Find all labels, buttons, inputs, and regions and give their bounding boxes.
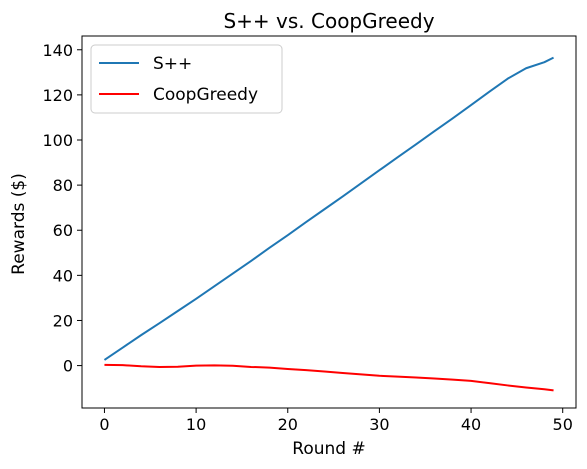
- legend-label: S++: [153, 54, 192, 74]
- x-tick-label: 0: [99, 415, 109, 434]
- y-tick-label: 20: [53, 311, 73, 330]
- chart-title: S++ vs. CoopGreedy: [223, 9, 434, 33]
- y-tick-label: 60: [53, 221, 73, 240]
- x-tick-label: 50: [553, 415, 573, 434]
- legend-label: CoopGreedy: [153, 85, 258, 105]
- ticks-layer: 0 10 20 30 40 50 0 20 40 60 80 100 120 140: [42, 41, 572, 434]
- series-line-coopgreedy: [104, 363, 554, 392]
- legend: S++ CoopGreedy: [90, 44, 283, 114]
- x-tick-label: 20: [278, 415, 298, 434]
- x-tick-label: 40: [461, 415, 481, 434]
- y-axis-label: Rewards ($): [9, 173, 29, 275]
- y-tick-label: 40: [53, 266, 73, 285]
- series-line-s-plus-plus: [103, 56, 554, 361]
- series-layer: [103, 56, 554, 392]
- x-tick-label: 30: [369, 415, 389, 434]
- x-tick-label: 10: [186, 415, 206, 434]
- y-tick-label: 80: [53, 176, 73, 195]
- y-tick-label: 140: [42, 41, 73, 60]
- y-tick-label: 100: [42, 131, 73, 150]
- y-tick-label: 120: [42, 86, 73, 105]
- plot-area: [81, 35, 577, 409]
- plot-frame: [81, 35, 577, 409]
- y-tick-label: 0: [63, 357, 73, 376]
- x-axis-label: Round #: [292, 439, 365, 459]
